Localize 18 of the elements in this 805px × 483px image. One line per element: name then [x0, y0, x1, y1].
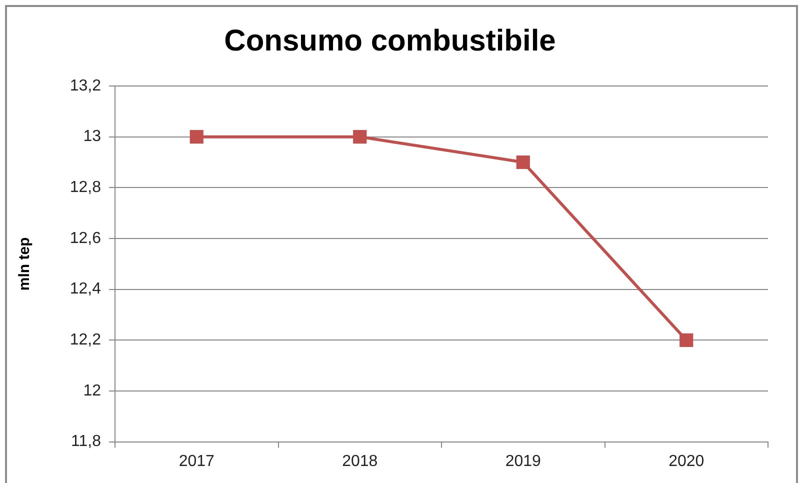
y-tick-label: 12,6	[70, 230, 102, 247]
point	[353, 130, 367, 144]
y-tick-label: 12,2	[70, 332, 102, 349]
point	[516, 155, 530, 170]
x-tick-label: 2020	[668, 452, 704, 470]
y-tick-label: 11,8	[71, 433, 102, 450]
x-tick-label: 2017	[178, 452, 215, 470]
point	[680, 333, 694, 347]
y-tick-label: 12,4	[70, 280, 102, 298]
x-tick-label: 2019	[505, 452, 542, 470]
chart-title: Consumo combustibile	[224, 24, 556, 58]
y-tick-label: 12	[83, 382, 102, 400]
y-axis-title: mln tep	[16, 237, 34, 291]
x-tick-label: 2018	[342, 452, 378, 470]
point	[190, 130, 204, 144]
y-tick-label: 13	[83, 128, 102, 146]
y-tick-label: 13,2	[70, 77, 102, 94]
y-tick-label: 12,8	[70, 179, 102, 196]
